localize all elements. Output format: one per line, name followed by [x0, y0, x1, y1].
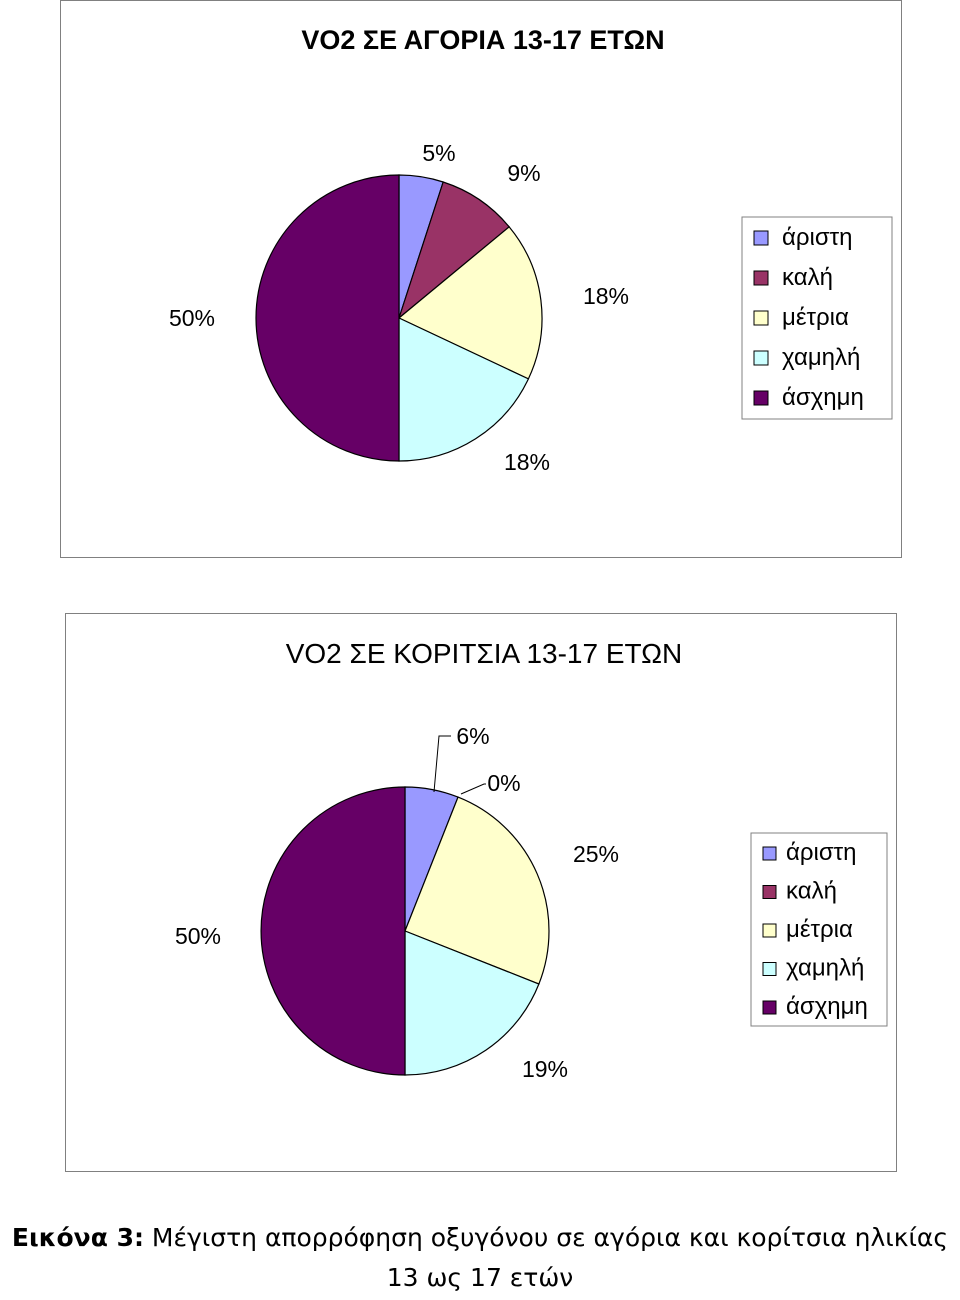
- legend-entry: άσχημη: [782, 384, 864, 411]
- legend-swatch: [753, 390, 769, 406]
- leader-line: [460, 783, 486, 795]
- legend-entry: μέτρια: [782, 304, 849, 331]
- data-label: 6%: [456, 723, 489, 749]
- chart-boys-svg: VO2 ΣΕ ΑΓΟΡΙΑ 13-17 ΕΤΩΝ 5% 9% 18% 18% 50% άρ…: [169, 25, 893, 475]
- legend-swatch: [762, 923, 777, 938]
- chart-girls: VO2 ΣΕ ΚΟΡΙΤΣΙΑ 13-17 ΕΤΩΝ 6% 0% 25% 19% 50%…: [65, 613, 897, 1172]
- pie-slice-4: [398, 317, 530, 462]
- legend-entry: χαμηλή: [782, 344, 860, 371]
- legend-swatch: [762, 846, 777, 861]
- pie-slice-5: [260, 786, 406, 1076]
- data-label: 19%: [522, 1056, 568, 1082]
- data-label: 5%: [422, 140, 455, 166]
- legend-swatch: [762, 1000, 777, 1015]
- legend-entry: μέτρια: [786, 916, 853, 943]
- pie-slice-3: [404, 796, 550, 985]
- legend-swatch: [753, 350, 769, 366]
- legend-swatch: [753, 310, 769, 326]
- legend-entry: χαμηλή: [786, 955, 864, 982]
- pie-slice-3: [397, 226, 543, 380]
- chart-girls-svg: VO2 ΣΕ ΚΟΡΙΤΣΙΑ 13-17 ΕΤΩΝ 6% 0% 25% 19% 50%…: [175, 638, 888, 1082]
- data-label: 18%: [504, 449, 550, 475]
- legend-swatch: [762, 885, 777, 899]
- legend-swatch: [762, 962, 777, 976]
- caption-text: Μέγιστη απορρόφηση οξυγόνου σε αγόρια κα…: [143, 1223, 949, 1292]
- legend-swatch: [753, 270, 769, 286]
- chart-title: VO2 ΣΕ ΑΓΟΡΙΑ 13-17 ΕΤΩΝ: [301, 25, 664, 55]
- pie-slice-4: [404, 930, 540, 1076]
- legend-entry: άριστη: [786, 839, 857, 866]
- data-label: 9%: [507, 160, 540, 186]
- leader-line: [433, 735, 451, 793]
- figure-caption: Εικόνα 3: Μέγιστη απορρόφηση οξυγόνου σε…: [0, 1218, 960, 1298]
- caption-prefix: Εικόνα 3:: [11, 1223, 144, 1252]
- data-label: 18%: [583, 283, 629, 309]
- legend-entry: καλή: [786, 878, 837, 905]
- data-label: 50%: [169, 305, 215, 331]
- chart-title: VO2 ΣΕ ΚΟΡΙΤΣΙΑ 13-17 ΕΤΩΝ: [286, 638, 683, 669]
- pie-slice-2: [397, 181, 511, 320]
- legend-entry: άριστη: [782, 224, 853, 251]
- data-label: 25%: [573, 841, 619, 867]
- legend-entry: καλή: [782, 264, 833, 291]
- data-label: 0%: [487, 770, 520, 796]
- pie-slice-5: [255, 174, 400, 462]
- legend-swatch: [753, 230, 769, 246]
- legend-entry: άσχημη: [786, 993, 868, 1020]
- data-label: 50%: [175, 923, 221, 949]
- chart-boys: VO2 ΣΕ ΑΓΟΡΙΑ 13-17 ΕΤΩΝ 5% 9% 18% 18% 50% άρ…: [60, 0, 902, 558]
